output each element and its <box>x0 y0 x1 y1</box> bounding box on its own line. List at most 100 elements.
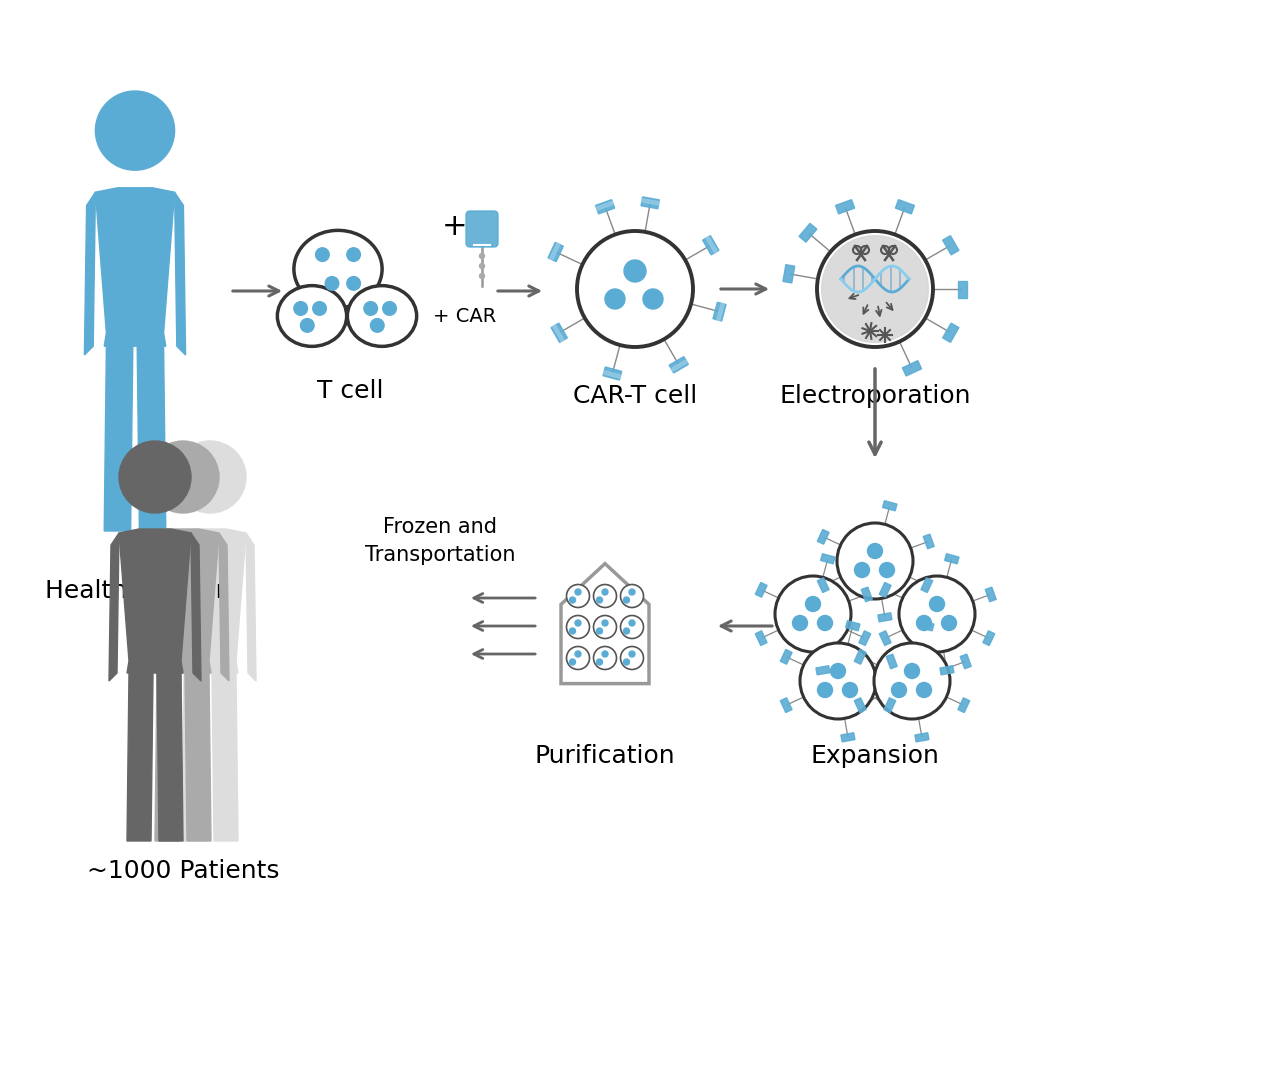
Polygon shape <box>596 201 613 210</box>
Circle shape <box>596 628 603 634</box>
Polygon shape <box>548 242 563 261</box>
Circle shape <box>577 231 692 347</box>
Polygon shape <box>147 529 219 673</box>
Circle shape <box>596 659 603 665</box>
Polygon shape <box>854 649 867 664</box>
Circle shape <box>905 664 919 679</box>
Circle shape <box>774 576 851 652</box>
Polygon shape <box>815 666 829 675</box>
Polygon shape <box>859 631 870 646</box>
Polygon shape <box>846 621 860 631</box>
Circle shape <box>929 597 945 612</box>
Polygon shape <box>919 621 934 631</box>
Polygon shape <box>119 529 191 673</box>
Circle shape <box>879 562 895 577</box>
Polygon shape <box>781 649 792 664</box>
Text: ~1000 Patients: ~1000 Patients <box>87 859 279 883</box>
Text: T cell: T cell <box>316 379 383 403</box>
Circle shape <box>805 597 820 612</box>
Circle shape <box>325 276 339 290</box>
Polygon shape <box>861 587 872 602</box>
Polygon shape <box>817 529 829 544</box>
Circle shape <box>602 589 608 595</box>
Polygon shape <box>983 631 995 646</box>
Circle shape <box>874 643 950 719</box>
Circle shape <box>567 585 590 607</box>
Circle shape <box>347 247 361 261</box>
Polygon shape <box>191 533 201 681</box>
Circle shape <box>831 664 846 679</box>
Polygon shape <box>841 733 855 742</box>
Circle shape <box>370 319 384 332</box>
Polygon shape <box>561 563 649 683</box>
Circle shape <box>628 589 635 595</box>
Polygon shape <box>550 243 559 260</box>
Circle shape <box>842 682 858 697</box>
Circle shape <box>174 441 246 513</box>
Polygon shape <box>603 371 621 378</box>
Polygon shape <box>755 583 767 598</box>
Polygon shape <box>854 698 867 712</box>
Polygon shape <box>155 673 180 841</box>
Circle shape <box>916 616 932 631</box>
Circle shape <box>605 289 625 310</box>
Circle shape <box>623 659 630 665</box>
Polygon shape <box>781 698 792 712</box>
Polygon shape <box>174 192 186 355</box>
Circle shape <box>570 659 576 665</box>
Polygon shape <box>717 303 724 320</box>
Polygon shape <box>886 654 897 668</box>
Ellipse shape <box>294 230 383 307</box>
Circle shape <box>347 276 361 290</box>
Circle shape <box>301 319 314 332</box>
Polygon shape <box>883 501 897 511</box>
Circle shape <box>570 628 576 634</box>
Circle shape <box>96 91 174 170</box>
Polygon shape <box>713 302 726 321</box>
Polygon shape <box>669 357 689 373</box>
Polygon shape <box>783 265 795 283</box>
Circle shape <box>602 620 608 627</box>
Circle shape <box>623 628 630 634</box>
Polygon shape <box>186 673 211 841</box>
Circle shape <box>147 441 219 513</box>
Polygon shape <box>104 346 133 531</box>
Polygon shape <box>127 673 154 841</box>
Circle shape <box>480 254 485 258</box>
Polygon shape <box>836 199 855 214</box>
Circle shape <box>602 651 608 657</box>
Circle shape <box>119 441 191 513</box>
Circle shape <box>818 616 832 631</box>
Circle shape <box>792 616 808 631</box>
Circle shape <box>822 236 928 343</box>
Circle shape <box>312 302 326 315</box>
Circle shape <box>570 597 576 603</box>
Polygon shape <box>755 631 767 646</box>
Circle shape <box>628 620 635 627</box>
Text: Frozen and
Transportation: Frozen and Transportation <box>365 517 516 565</box>
Polygon shape <box>246 533 256 681</box>
Polygon shape <box>884 698 896 712</box>
Polygon shape <box>940 666 954 675</box>
Circle shape <box>567 647 590 669</box>
Polygon shape <box>641 197 659 209</box>
Text: Purification: Purification <box>535 744 676 768</box>
Polygon shape <box>986 587 996 602</box>
Circle shape <box>575 620 581 627</box>
Polygon shape <box>902 361 922 376</box>
Ellipse shape <box>278 286 347 346</box>
Polygon shape <box>879 583 891 598</box>
Circle shape <box>383 302 397 315</box>
Polygon shape <box>137 346 166 531</box>
Text: CAR-T cell: CAR-T cell <box>573 384 698 408</box>
Ellipse shape <box>347 286 417 346</box>
Circle shape <box>868 543 882 558</box>
Polygon shape <box>957 698 970 712</box>
Text: Expansion: Expansion <box>810 744 940 768</box>
Polygon shape <box>799 224 817 242</box>
Polygon shape <box>109 533 119 681</box>
Circle shape <box>623 597 630 603</box>
Circle shape <box>575 589 581 595</box>
Circle shape <box>621 647 644 669</box>
Circle shape <box>621 585 644 607</box>
